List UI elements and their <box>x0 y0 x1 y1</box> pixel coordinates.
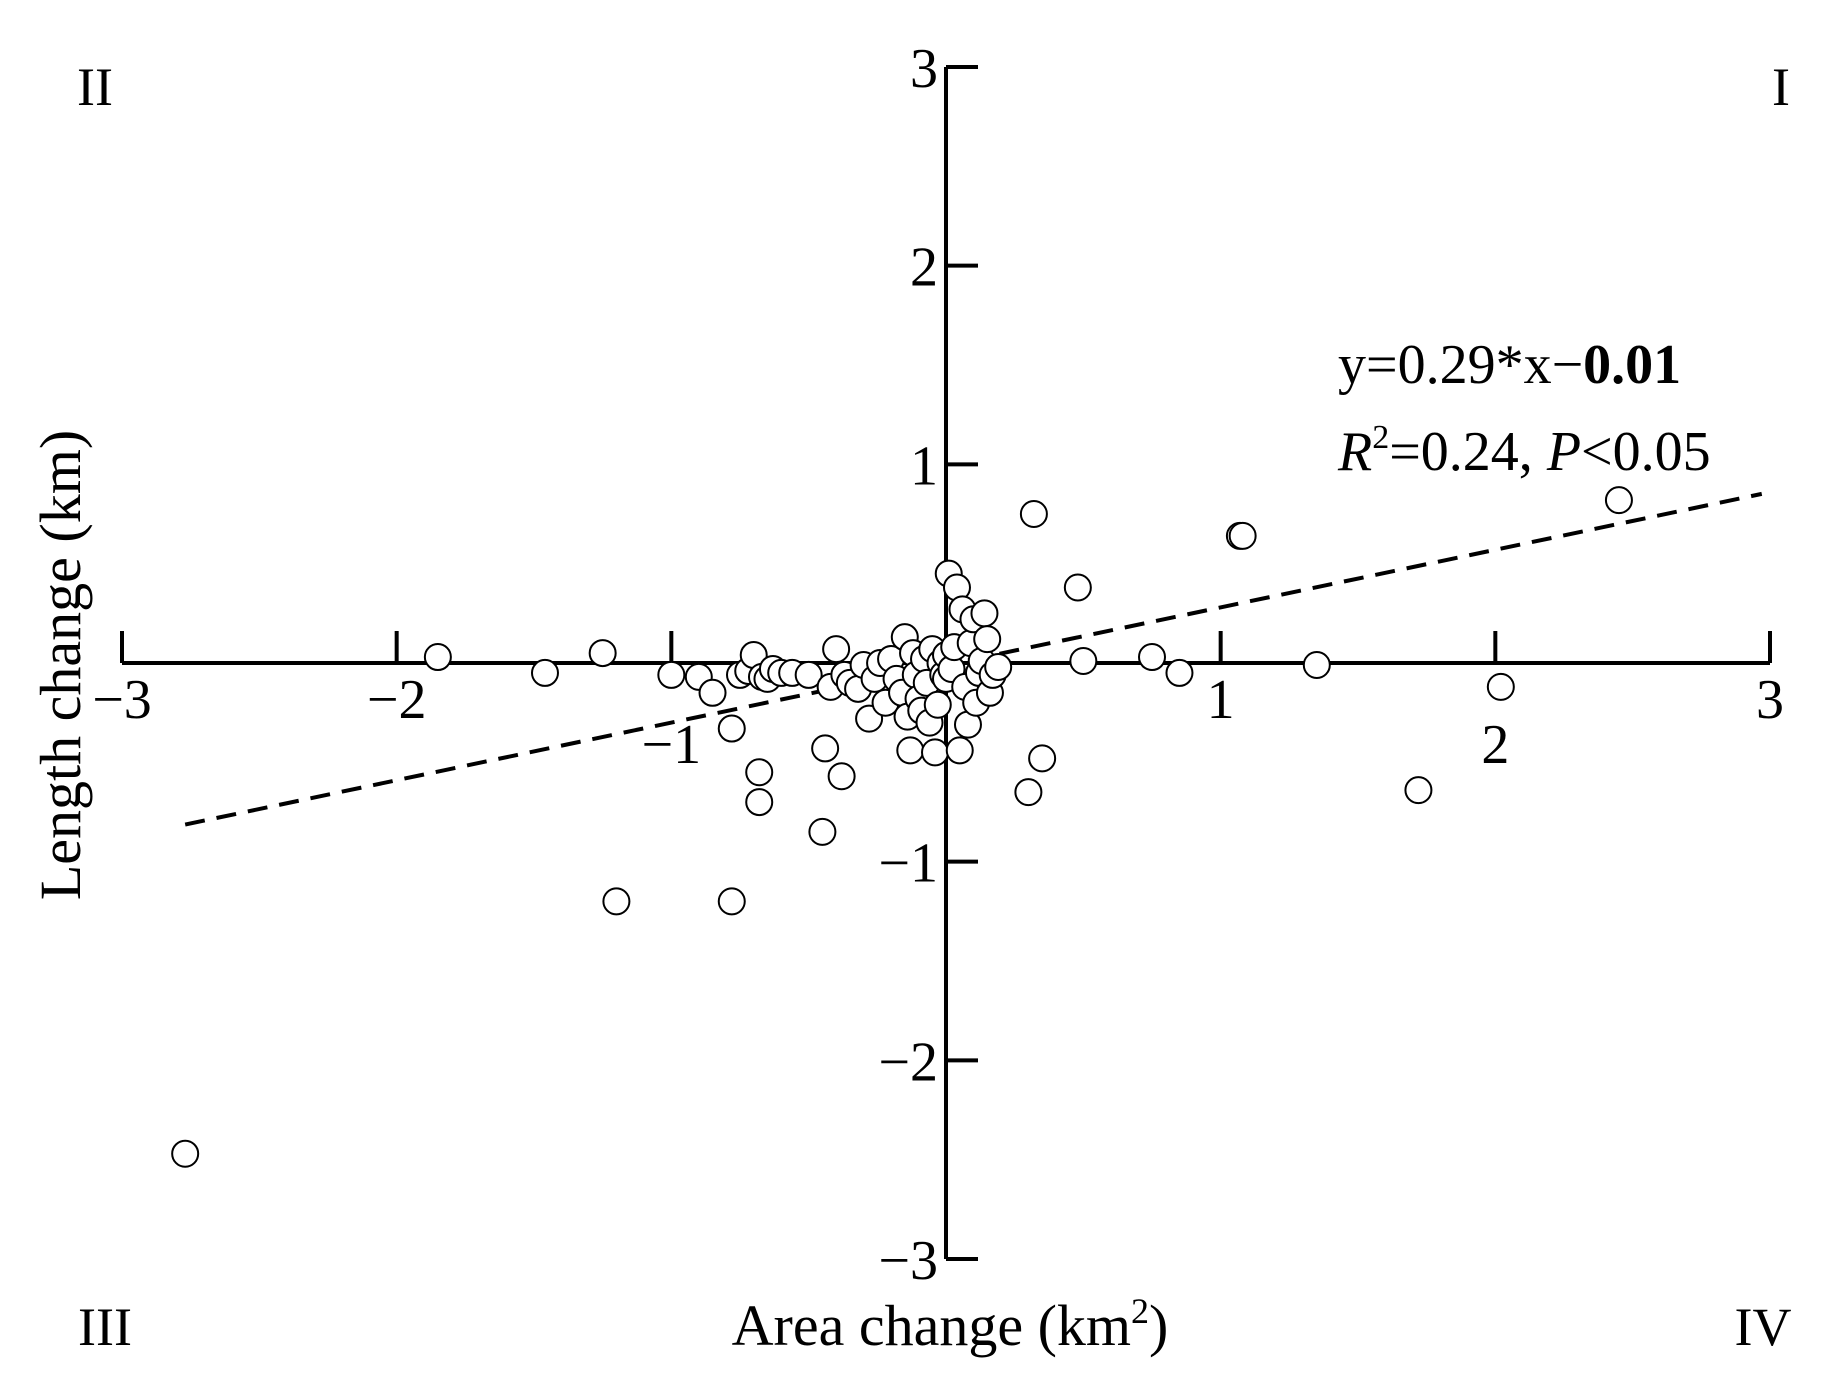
data-point <box>717 887 746 916</box>
data-point <box>171 1139 200 1168</box>
data-point <box>1138 643 1166 672</box>
data-point <box>970 599 999 628</box>
data-point <box>530 658 559 687</box>
labels: II I III IV Area change (km2) Length cha… <box>28 57 1791 1358</box>
data-point <box>602 887 631 916</box>
data-point <box>822 635 851 664</box>
data-point <box>423 643 452 672</box>
data-point <box>1069 647 1098 676</box>
fit-equation-intercept: 0.01 <box>1583 334 1681 396</box>
data-point <box>923 690 952 719</box>
quadrant-label-I: I <box>1772 57 1790 117</box>
y-tick-label: −2 <box>878 1031 938 1093</box>
data-point <box>827 762 856 791</box>
x-tick-label: 3 <box>1756 669 1784 731</box>
data-point <box>794 660 823 689</box>
y-tick-label: 2 <box>910 237 938 299</box>
p-value: <0.05 <box>1581 421 1711 483</box>
x-axis-label-end: ) <box>1149 1293 1168 1358</box>
y-axis-label: Length change (km) <box>28 430 93 900</box>
data-point <box>811 734 840 763</box>
fit-equation: y=0.29*x−0.01 <box>1338 334 1681 396</box>
quadrant-label-III: III <box>78 1297 132 1357</box>
quadrant-label-IV: IV <box>1735 1297 1792 1357</box>
r2-sup: 2 <box>1372 419 1389 456</box>
fit-statistics: R2=0.24, P<0.05 <box>1337 419 1711 483</box>
y-tick-label: 3 <box>910 38 938 100</box>
data-point <box>588 639 617 668</box>
x-tick-label: −3 <box>92 669 152 731</box>
data-points <box>171 486 1633 1168</box>
quadrant-label-II: II <box>77 57 113 117</box>
x-axis-label-sup: 2 <box>1131 1291 1149 1331</box>
data-point <box>1014 778 1043 807</box>
data-point <box>921 738 950 767</box>
data-point <box>1486 672 1515 701</box>
data-point <box>945 736 974 765</box>
x-tick-label: −2 <box>367 669 427 731</box>
data-point <box>1302 650 1331 679</box>
x-axis-label-main: Area change (km <box>732 1293 1131 1358</box>
data-point <box>745 788 774 817</box>
r2-value: =0.24, <box>1389 421 1547 483</box>
y-tick-label: −3 <box>878 1230 938 1292</box>
data-point <box>1028 744 1057 773</box>
x-tick-label: 2 <box>1481 714 1509 776</box>
fit-equation-main: y=0.29*x− <box>1338 334 1583 396</box>
data-point <box>717 714 746 743</box>
data-point <box>984 652 1013 681</box>
data-point <box>745 758 774 787</box>
data-point <box>657 660 686 689</box>
data-point <box>1604 486 1633 515</box>
data-point <box>1404 776 1433 805</box>
data-point <box>1165 658 1194 687</box>
data-point <box>1019 500 1048 528</box>
data-point <box>698 678 727 707</box>
data-point <box>808 817 837 846</box>
x-axis-label: Area change (km2) <box>732 1291 1169 1358</box>
data-point <box>896 736 925 765</box>
y-tick-label: 1 <box>910 435 938 497</box>
x-tick-label: 1 <box>1207 669 1235 731</box>
data-point <box>973 625 1002 654</box>
p-symbol: P <box>1546 421 1581 483</box>
y-tick-label: −1 <box>878 833 938 895</box>
r2-symbol: R <box>1337 421 1372 483</box>
data-point <box>1063 573 1092 602</box>
data-point <box>1228 521 1257 550</box>
